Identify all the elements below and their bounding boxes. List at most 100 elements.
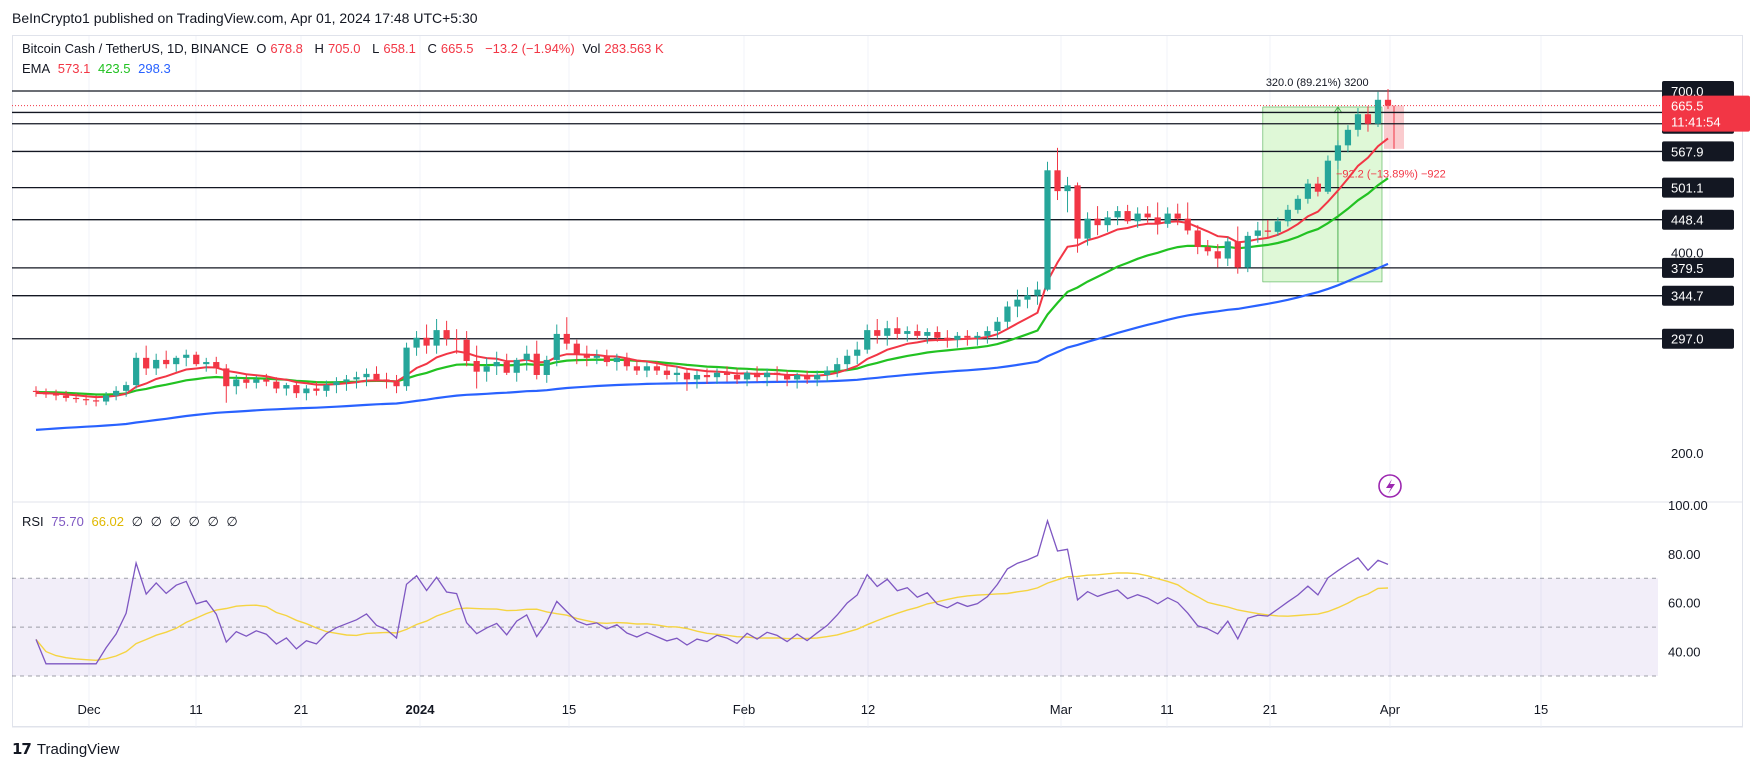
candle-body (343, 379, 350, 382)
level-badge-7 (1662, 285, 1734, 306)
measure-down-label: −92.2 (−13.89%) −922 (1336, 168, 1446, 180)
candle-body (733, 374, 741, 380)
tradingview-mark-icon: 𝟭𝟳 (12, 741, 32, 758)
candle-63 (663, 364, 671, 380)
last-price-badge (1662, 95, 1750, 132)
candle-body (743, 372, 751, 380)
candle-body (233, 379, 240, 387)
date-tick-label-1: 11 (189, 702, 203, 717)
date-tick-label-0: Dec (77, 702, 101, 717)
candle-body (1184, 218, 1191, 231)
candle-77 (804, 370, 811, 384)
candle-body (814, 374, 821, 380)
candle-body (533, 353, 540, 375)
candle-body (804, 374, 811, 380)
candle-body (593, 355, 600, 358)
candle-body (333, 381, 340, 386)
event-icon[interactable] (1378, 474, 1402, 498)
candle-body (72, 397, 80, 400)
candle-76 (794, 372, 801, 389)
candle-body (1324, 160, 1332, 192)
candle-103 (1064, 176, 1071, 213)
candle-94 (974, 332, 981, 346)
candle-body (1224, 241, 1231, 259)
level-badge-label-7: 344.7 (1671, 289, 1704, 304)
level-badge-label-0: 700.0 (1671, 84, 1704, 99)
level-badge-6 (1662, 257, 1734, 278)
candle-44 (473, 345, 480, 389)
lightning-icon (1386, 479, 1395, 494)
candle-98 (1014, 289, 1021, 318)
candle-body (123, 385, 130, 391)
candle-56 (593, 349, 600, 365)
candle-0 (32, 386, 40, 397)
candle-body (623, 357, 630, 367)
candle-123 (1264, 219, 1271, 238)
candle-body (653, 366, 661, 371)
candle-body (794, 374, 801, 380)
rsi-null-6: ∅ (226, 514, 238, 529)
ema-short-value: 573.1 (57, 61, 91, 76)
candle-5 (82, 394, 90, 406)
candle-body (243, 379, 250, 383)
date-tick-label-7: Mar (1050, 702, 1073, 717)
candle-22 (253, 376, 260, 389)
candle-body (42, 392, 50, 395)
candle-body (1114, 211, 1121, 218)
candle-body (183, 354, 190, 358)
candle-body (1094, 218, 1101, 226)
rsi-tick-label-1: 80.00 (1668, 547, 1701, 562)
candle-body (1004, 306, 1011, 322)
candle-86 (894, 317, 901, 340)
candle-82 (854, 341, 861, 365)
candle-body (1194, 230, 1201, 247)
candle-body (82, 399, 90, 401)
candle-9 (123, 381, 130, 397)
candle-27 (303, 385, 310, 401)
candle-33 (363, 368, 370, 387)
candle-70 (733, 368, 741, 384)
vol-label: Vol (582, 41, 601, 56)
candle-body (944, 337, 951, 340)
level-badge-label-8: 297.0 (1671, 332, 1704, 347)
candle-99 (1024, 287, 1031, 309)
rsi-label[interactable]: RSI (22, 514, 44, 529)
candle-10 (133, 352, 140, 389)
candle-6 (92, 395, 100, 407)
level-badge-5 (1662, 209, 1734, 230)
candle-19 (223, 364, 230, 403)
ema-short-line (35, 137, 1389, 399)
symbol-title[interactable]: Bitcoin Cash / TetherUS, 1D, BINANCE (22, 41, 249, 56)
candle-body (1174, 213, 1181, 219)
candle-15 (183, 349, 190, 367)
candle-68 (713, 368, 721, 384)
candle-60 (633, 359, 640, 375)
candle-body (1034, 289, 1041, 296)
ema-mid-line (35, 177, 1389, 396)
candle-body (32, 390, 40, 393)
ema-label[interactable]: EMA (22, 61, 51, 76)
low-value: 658.1 (383, 41, 416, 56)
candle-36 (393, 374, 400, 394)
candle-body (1374, 99, 1382, 124)
candle-55 (583, 345, 590, 367)
candle-32 (353, 371, 360, 389)
rsi-ma-value: 66.02 (91, 514, 125, 529)
candle-body (213, 362, 220, 369)
tradingview-logo[interactable]: 𝟭𝟳 TradingView (12, 740, 119, 759)
candle-body (1204, 246, 1211, 252)
rsi-null-1: ∅ (131, 514, 143, 529)
candle-body (854, 349, 861, 356)
date-tick-label-3: 2024 (406, 702, 436, 717)
date-tick-label-10: Apr (1380, 702, 1401, 717)
candle-17 (203, 357, 210, 372)
level-badge-label-5: 448.4 (1671, 213, 1704, 228)
rsi-null-2: ∅ (150, 514, 162, 529)
candle-129 (1324, 155, 1332, 195)
candle-body (423, 337, 430, 346)
candle-34 (373, 366, 380, 382)
candle-body (393, 381, 400, 387)
date-tick-label-2: 21 (294, 702, 308, 717)
candle-body (1134, 213, 1141, 222)
